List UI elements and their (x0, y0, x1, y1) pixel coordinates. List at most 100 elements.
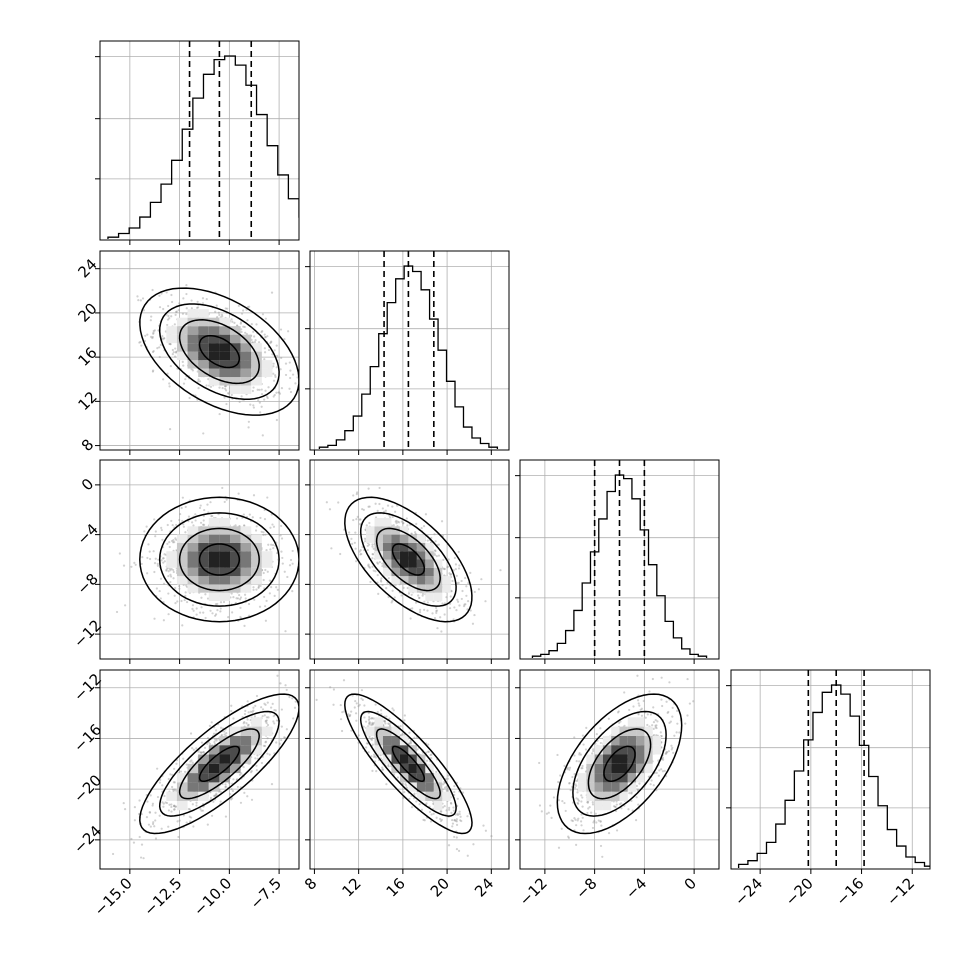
scatter-point (400, 594, 403, 597)
scatter-point (154, 819, 157, 822)
scatter-point (435, 609, 439, 612)
scatter-point (163, 560, 166, 563)
density-cell (230, 567, 241, 577)
scatter-point (252, 588, 255, 591)
scatter-point (200, 741, 204, 744)
scatter-point (272, 720, 275, 723)
scatter-point (291, 697, 294, 700)
density-cell (240, 551, 252, 560)
scatter-point (146, 572, 149, 575)
density-cell (416, 567, 426, 577)
density-cell (187, 360, 199, 369)
scatter-point (464, 603, 467, 606)
density-cell (251, 534, 262, 543)
scatter-point (220, 733, 223, 737)
scatter-point (278, 742, 281, 745)
scatter-point (174, 537, 177, 540)
scatter-point (471, 622, 475, 625)
scatter-point (459, 815, 462, 818)
scatter-point (644, 716, 647, 719)
scatter-point (158, 294, 161, 297)
scatter-point (156, 564, 159, 567)
scatter-point (263, 714, 266, 717)
scatter-point (341, 710, 344, 714)
density-cell (219, 534, 231, 543)
scatter-point (122, 802, 125, 805)
scatter-point (435, 609, 438, 613)
scatter-point (448, 607, 452, 610)
scatter-point (473, 590, 476, 594)
scatter-point (455, 848, 459, 851)
scatter-point (280, 708, 283, 711)
scatter-point (356, 515, 359, 518)
scatter-point (269, 526, 272, 529)
scatter-point (261, 708, 265, 711)
scatter-point (239, 596, 243, 599)
scatter-point (148, 810, 151, 814)
scatter-point (433, 616, 437, 620)
scatter-point (261, 434, 264, 437)
scatter-point (153, 617, 156, 620)
scatter-point (266, 496, 269, 499)
scatter-point (258, 388, 261, 391)
scatter-point (379, 579, 382, 582)
scatter-point (432, 812, 435, 815)
scatter-point (148, 550, 151, 553)
scatter-point (191, 747, 194, 750)
scatter-point (172, 577, 175, 580)
scatter-point (158, 589, 161, 593)
scatter-point (214, 794, 217, 797)
density-cell (208, 343, 220, 352)
density-cell (240, 360, 252, 369)
density-cell (240, 584, 252, 593)
density-cell (187, 526, 199, 535)
scatter-point (445, 809, 448, 812)
scatter-point (228, 781, 231, 785)
density-cell (198, 334, 209, 344)
scatter-point (137, 299, 140, 302)
scatter-point (392, 709, 395, 712)
density-cell (425, 791, 434, 801)
panel-frame (99, 250, 300, 451)
scatter-point (223, 733, 226, 736)
scatter-point (162, 337, 166, 340)
scatter-point (459, 819, 462, 822)
scatter-point (381, 507, 384, 510)
scatter-point (224, 387, 227, 390)
scatter-point (173, 594, 176, 597)
scatter-point (453, 835, 456, 839)
scatter-point (182, 364, 185, 367)
scatter-point (284, 373, 288, 377)
density-cell (399, 735, 409, 746)
scatter-point (174, 347, 177, 350)
scatter-point (163, 794, 166, 798)
scatter-point (219, 607, 222, 610)
scatter-point (371, 543, 374, 546)
scatter-point (156, 562, 159, 565)
scatter-point (458, 564, 461, 567)
scatter-point (269, 548, 272, 551)
scatter-point (244, 709, 247, 712)
panel-2-2 (515, 459, 720, 664)
scatter-point (355, 560, 358, 563)
scatter-point (385, 587, 388, 590)
scatter-point (368, 735, 371, 738)
scatter-point (230, 393, 233, 397)
scatter-point (466, 815, 469, 818)
scatter-point (363, 704, 366, 707)
scatter-point (138, 799, 141, 802)
panel-3-1 (305, 669, 510, 874)
scatter-point (552, 796, 556, 799)
scatter-point (257, 584, 261, 587)
scatter-point (162, 582, 166, 585)
density-cell (187, 351, 199, 361)
scatter-point (227, 616, 230, 619)
density-cell (208, 754, 220, 764)
scatter-point (244, 331, 247, 334)
scatter-point (408, 742, 411, 745)
density-cell (433, 773, 443, 783)
scatter-point (180, 599, 183, 603)
density-cell (208, 584, 220, 593)
scatter-point (166, 542, 169, 545)
scatter-point (195, 306, 199, 309)
